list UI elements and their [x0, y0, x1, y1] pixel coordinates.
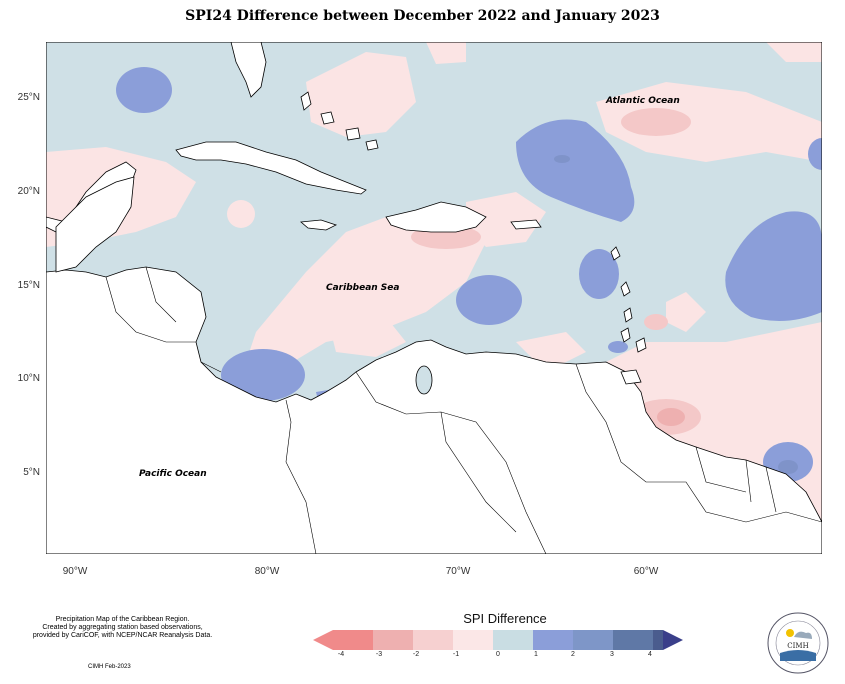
legend-swatch	[573, 630, 613, 650]
y-tick-label: 25°N	[17, 92, 40, 103]
legend-tick: 0	[496, 651, 500, 658]
country-borders	[105, 266, 822, 554]
legend-arrow-right	[663, 630, 683, 650]
y-tick-label: 15°N	[17, 280, 40, 291]
legend-arrow-left	[313, 630, 333, 650]
legend-tick: -3	[375, 651, 383, 658]
y-tick-label: 20°N	[17, 186, 40, 197]
legend-tick: -2	[412, 651, 420, 658]
map-title: SPI24 Difference between December 2022 a…	[185, 8, 660, 24]
legend-swatch	[373, 630, 413, 650]
legend-swatch	[453, 630, 493, 650]
legend-swatch	[493, 630, 533, 650]
legend-swatch	[333, 630, 373, 650]
legend-colorbar	[313, 630, 683, 650]
note-line: Precipitation Map of the Caribbean Regio…	[55, 616, 190, 623]
y-tick-label: 10°N	[17, 373, 40, 384]
cimh-logo: CIMH	[767, 612, 829, 674]
x-tick-label: 90°W	[62, 566, 88, 577]
legend-tick: -4	[337, 651, 345, 658]
legend-tick: -1	[452, 651, 460, 658]
spi-map: Atlantic Ocean Caribbean Sea Pacific Oce…	[46, 42, 822, 554]
legend-swatch	[653, 630, 663, 650]
label-caribbean: Caribbean Sea	[326, 283, 399, 293]
map-notes: Precipitation Map of the Caribbean Regio…	[20, 616, 225, 640]
legend-swatch	[533, 630, 573, 650]
label-atlantic: Atlantic Ocean	[605, 96, 680, 106]
credit-text: CIMH Feb-2023	[88, 664, 131, 670]
legend-tick: 1	[534, 651, 538, 658]
note-line: provided by CariCOF, with NCEP/NCAR Rean…	[32, 632, 213, 639]
wet-zones-strong	[554, 155, 798, 474]
note-line: Created by aggregating station based obs…	[42, 624, 203, 631]
x-tick-label: 80°W	[254, 566, 280, 577]
legend-swatch	[413, 630, 453, 650]
label-pacific: Pacific Ocean	[139, 469, 207, 479]
legend-tick: 3	[610, 651, 614, 658]
x-tick-label: 60°W	[633, 566, 659, 577]
logo-name: CIMH	[787, 642, 808, 650]
legend-swatch	[613, 630, 653, 650]
y-tick-label: 5°N	[23, 467, 40, 478]
legend-tick: 2	[571, 651, 575, 658]
legend-title: SPI Difference	[463, 611, 547, 626]
x-tick-label: 70°W	[445, 566, 471, 577]
legend-tick: 4	[648, 651, 652, 658]
land	[46, 42, 822, 554]
